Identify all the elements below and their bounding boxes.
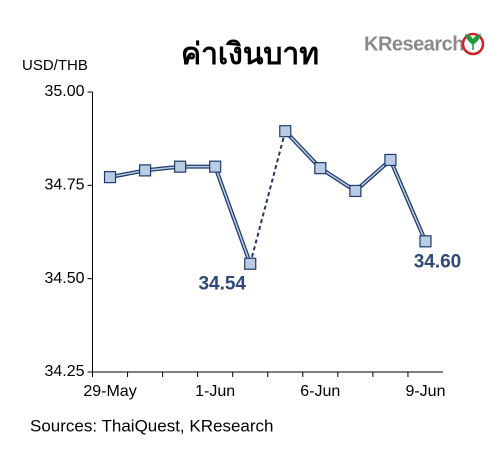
marker [244, 257, 257, 270]
dashed-connector [249, 130, 287, 264]
marker [384, 153, 397, 167]
x-tick-label: 6-Jun [300, 383, 340, 400]
x-tick-label: 1-Jun [195, 383, 235, 400]
logo: KResearch [364, 32, 485, 56]
logo-ring [461, 32, 485, 56]
logo-leaf [465, 34, 481, 50]
marker [279, 125, 292, 138]
data-label: 34.54 [198, 274, 246, 295]
marker [174, 160, 187, 173]
logo-text: KResearch [364, 33, 464, 55]
marker [314, 162, 327, 175]
source-note: Sources: ThaiQuest, KResearch [30, 416, 273, 435]
chart-title: ค่าเงินบาท [181, 38, 319, 71]
marker [209, 160, 222, 173]
x-tick-label: 9-Jun [405, 383, 445, 400]
marker [138, 164, 152, 177]
line-outline [109, 164, 253, 265]
data-label: 34.60 [414, 251, 462, 272]
line [109, 165, 251, 264]
marker [419, 235, 432, 248]
marker [349, 184, 362, 198]
y-tick-label: 34.50 [44, 270, 84, 287]
y-tick-label: 35.00 [44, 83, 84, 100]
marker [103, 171, 117, 184]
y-tick-label: 34.75 [44, 177, 84, 194]
y-axis-label: USD/THB [22, 57, 88, 74]
y-tick-label: 34.25 [44, 363, 84, 380]
x-tick-label: 29-May [83, 383, 136, 400]
